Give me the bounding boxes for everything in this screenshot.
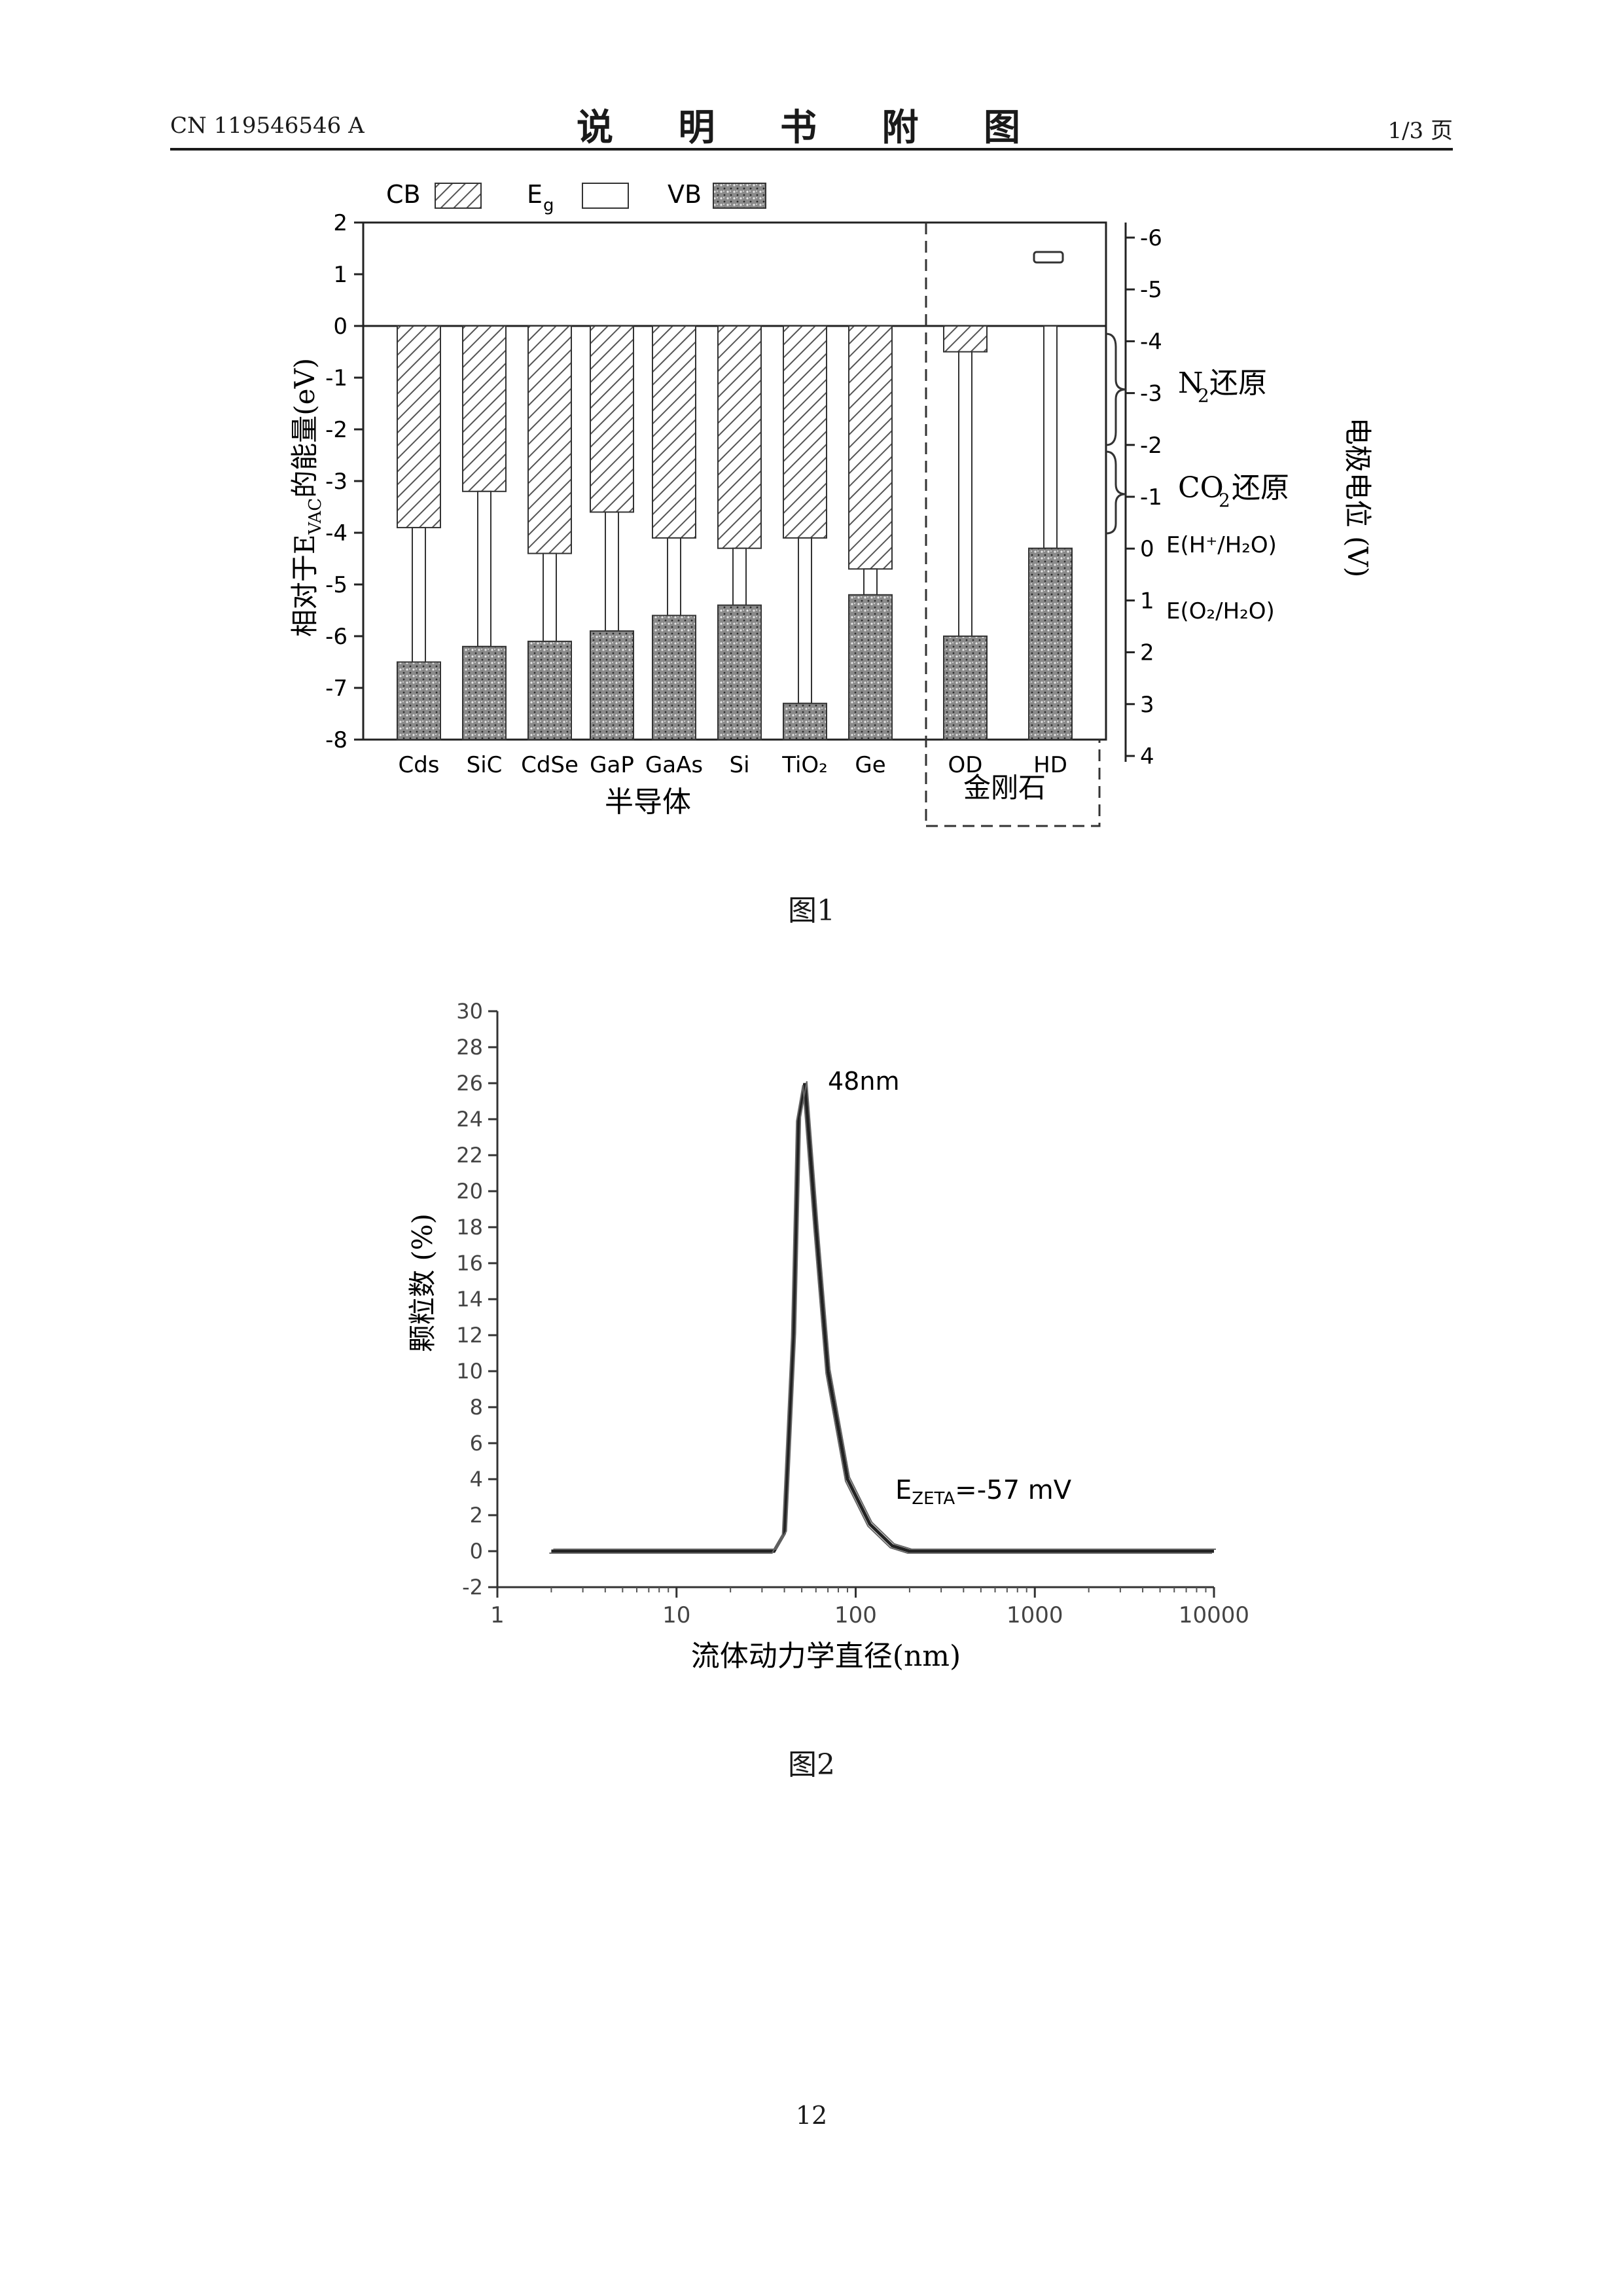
x-tick-label: 10 <box>662 1602 690 1628</box>
figure-2-peak-label: 48nm <box>828 1067 899 1096</box>
figure-2-xlabel: 流体动力学直径(nm) <box>691 1640 961 1673</box>
y-tick-label: 8 <box>470 1395 483 1420</box>
y-tick-label: 6 <box>470 1431 483 1456</box>
y-tick-label: 24 <box>456 1107 483 1132</box>
y-tick-label: 10 <box>456 1359 483 1384</box>
y-tick-label: 16 <box>456 1251 483 1276</box>
y-tick-label: 26 <box>456 1071 483 1096</box>
y-tick-label: 12 <box>456 1323 483 1348</box>
figure-2-zeta-label: EZETA=-57 mV <box>895 1475 1072 1509</box>
y-tick-label: 2 <box>470 1503 483 1528</box>
y-tick-label: 0 <box>470 1539 483 1564</box>
x-tick-label: 1 <box>490 1602 505 1628</box>
zeta-post: =-57 mV <box>955 1475 1072 1505</box>
y-tick-label: 4 <box>470 1467 483 1492</box>
y-tick-label: 22 <box>456 1143 483 1168</box>
figure-2-chart: -202468101214161820222426283011010010001… <box>0 0 1623 1702</box>
x-tick-label: 1000 <box>1007 1602 1063 1628</box>
y-tick-label: 18 <box>456 1215 483 1240</box>
y-tick-label: -2 <box>462 1575 483 1600</box>
y-tick-label: 14 <box>456 1287 483 1312</box>
size-distribution-line <box>551 1083 1214 1551</box>
figure-2-ylabel: 颗粒数 (%) <box>406 1213 438 1352</box>
figure-2-caption: 图2 <box>0 1741 1623 1783</box>
size-distribution-line <box>549 1085 1212 1553</box>
zeta-sub: ZETA <box>912 1489 955 1509</box>
y-tick-label: 30 <box>456 999 483 1024</box>
y-tick-label: 20 <box>456 1179 483 1204</box>
page-number: 12 <box>0 2101 1623 2130</box>
x-tick-label: 100 <box>834 1602 877 1628</box>
size-distribution-line <box>553 1081 1216 1549</box>
zeta-pre: E <box>895 1475 912 1505</box>
x-tick-label: 10000 <box>1179 1602 1249 1628</box>
y-tick-label: 28 <box>456 1035 483 1060</box>
